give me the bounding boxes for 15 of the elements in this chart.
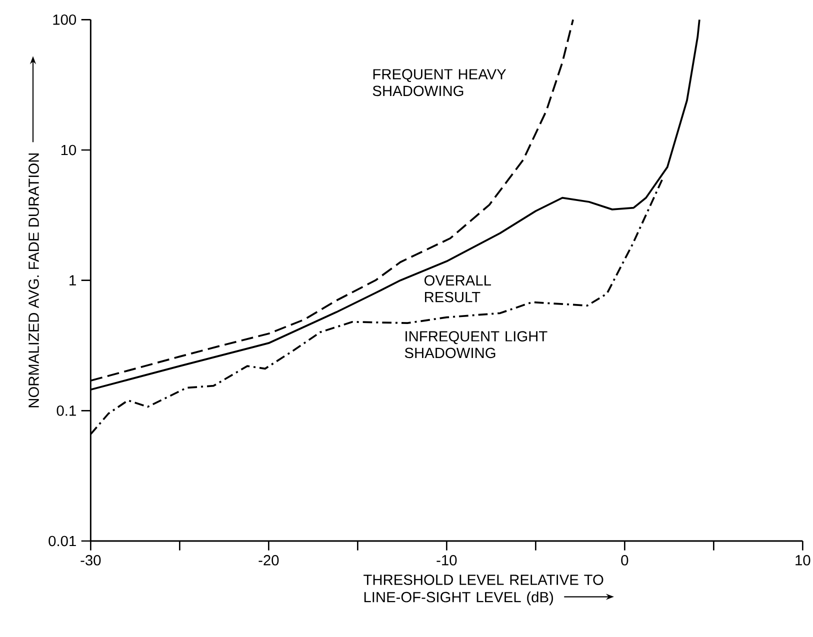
- y-tick-label: 10: [61, 144, 76, 156]
- series-label: OVERALL RESULT: [424, 275, 491, 302]
- y-tick-label: 0.01: [48, 536, 76, 546]
- y-axis-title: NORMALIZED AVG. FADE DURATION: [28, 153, 39, 408]
- text: FREQUENT HEAVY SHADOWING: [372, 69, 506, 96]
- x-tick-label: 10: [796, 555, 810, 566]
- x-tick-label: -20: [258, 555, 279, 566]
- y-tick-label: 1: [70, 275, 76, 286]
- series-label: INFREQUENT LIGHT SHADOWING: [404, 331, 548, 358]
- y-tick-label: 0.1: [56, 405, 76, 416]
- x-tick-label: -10: [436, 555, 457, 566]
- x-tick-label: 0: [621, 555, 628, 566]
- y-tick-label: 100: [53, 14, 76, 25]
- x-axis-title: THRESHOLD LEVEL RELATIVE TO LINE-OF-SIGHT LEVEL (dB): [364, 574, 604, 606]
- x-tick-label: -30: [80, 555, 101, 566]
